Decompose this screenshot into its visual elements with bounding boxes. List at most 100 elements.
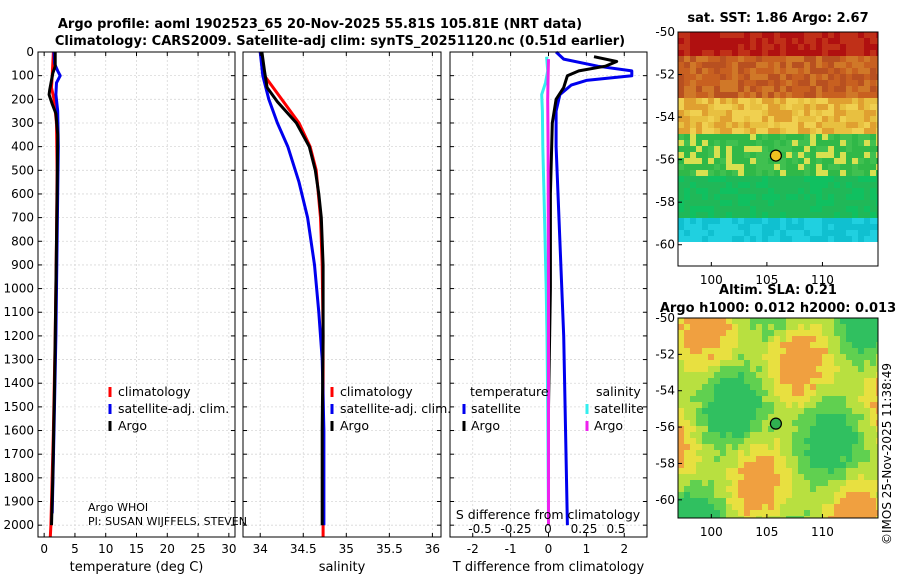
map-cell [726, 342, 732, 348]
map-cell [804, 206, 810, 212]
map-cell [726, 230, 732, 236]
map-cell [876, 390, 878, 396]
map-cell [864, 74, 870, 80]
map-cell [804, 182, 810, 188]
map-cell [714, 498, 720, 504]
map-cell [738, 468, 744, 474]
map-cell [762, 354, 768, 360]
map-cell [678, 200, 684, 206]
map-cell [744, 218, 750, 224]
map-cell [780, 354, 786, 360]
map-cell [714, 474, 720, 480]
map-cell [762, 230, 768, 236]
map-cell [804, 212, 810, 218]
map-cell [690, 98, 696, 104]
map-cell [846, 122, 852, 128]
map-cell [792, 438, 798, 444]
map-cell [702, 170, 708, 176]
map-cell [840, 140, 846, 146]
map-cell [756, 74, 762, 80]
map-cell [828, 206, 834, 212]
map-cell [834, 456, 840, 462]
map-cell [678, 158, 684, 164]
map-cell [762, 224, 768, 230]
x-tick-label: 34 [253, 542, 268, 556]
map-cell [732, 212, 738, 218]
map-cell [816, 468, 822, 474]
map-cell [828, 396, 834, 402]
map-cell [738, 164, 744, 170]
map-cell [804, 432, 810, 438]
map-cell [768, 450, 774, 456]
map-cell [876, 152, 878, 158]
map-cell [708, 68, 714, 74]
map-cell [702, 230, 708, 236]
map-cell [684, 122, 690, 128]
map-cell [834, 86, 840, 92]
map-cell [744, 318, 750, 324]
map-cell [714, 378, 720, 384]
axes-frame [242, 51, 442, 538]
map-cell [696, 104, 702, 110]
map-cell [822, 182, 828, 188]
map-cell [720, 170, 726, 176]
map-cell [744, 462, 750, 468]
map-cell [858, 152, 864, 158]
map-cell [840, 366, 846, 372]
map-cell [852, 80, 858, 86]
map-cell [738, 224, 744, 230]
map-cell [708, 354, 714, 360]
map-cell [750, 456, 756, 462]
map-cell [702, 164, 708, 170]
map-cell [714, 200, 720, 206]
map-cell [870, 402, 876, 408]
map-cell [822, 122, 828, 128]
map-cell [768, 164, 774, 170]
map-cell [816, 360, 822, 366]
map-cell [696, 408, 702, 414]
map-cell [864, 236, 870, 242]
map-cell [840, 236, 846, 242]
map-cell [714, 480, 720, 486]
map-cell [756, 372, 762, 378]
map-cell [756, 384, 762, 390]
map-cell [708, 426, 714, 432]
map-cell [864, 402, 870, 408]
map-cell [834, 462, 840, 468]
map-cell [828, 218, 834, 224]
map-cell [684, 480, 690, 486]
map-cell [858, 218, 864, 224]
map-cell [822, 438, 828, 444]
map-cell [684, 182, 690, 188]
map-cell [846, 200, 852, 206]
map-cell [840, 444, 846, 450]
map-cell [702, 182, 708, 188]
map-cell [864, 80, 870, 86]
map-cell [738, 68, 744, 74]
map-cell [762, 80, 768, 86]
map-cell [876, 98, 878, 104]
map-cell [690, 176, 696, 182]
map-cell [840, 44, 846, 50]
map-cell [852, 218, 858, 224]
map-cell [858, 360, 864, 366]
map-cell [750, 324, 756, 330]
y-tick-label: 400 [11, 140, 34, 154]
map-cell [762, 498, 768, 504]
map-cell [762, 164, 768, 170]
map-cell [732, 420, 738, 426]
map-cell [816, 438, 822, 444]
map-cell [858, 372, 864, 378]
map-cell [798, 206, 804, 212]
map-cell [726, 62, 732, 68]
map-cell [726, 390, 732, 396]
map-cell [774, 68, 780, 74]
map-cell [876, 110, 878, 116]
map-cell [738, 38, 744, 44]
map-cell [858, 468, 864, 474]
map-cell [810, 92, 816, 98]
map-cell [708, 342, 714, 348]
map-cell [738, 212, 744, 218]
map-cell [714, 44, 720, 50]
map-cell [822, 62, 828, 68]
